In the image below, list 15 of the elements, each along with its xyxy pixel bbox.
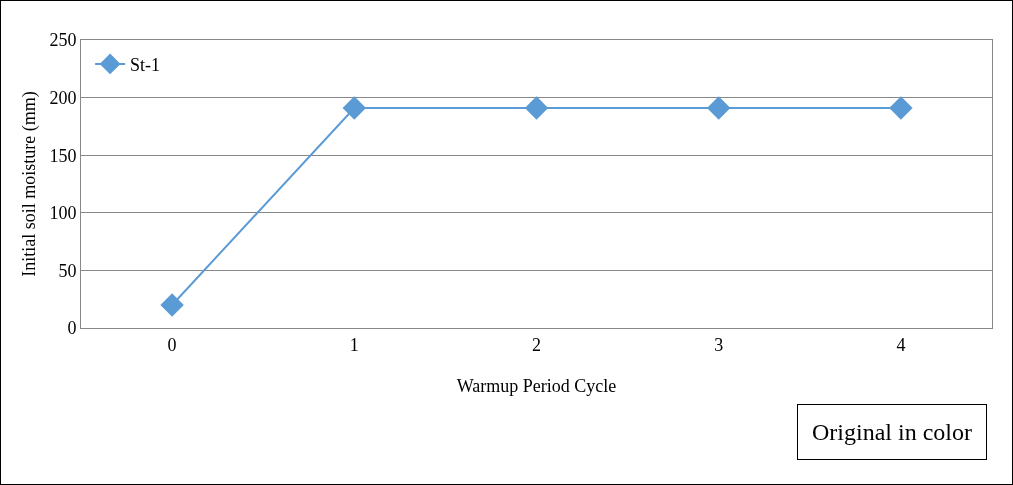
x-axis-title: Warmup Period Cycle bbox=[456, 376, 617, 396]
y-axis-title: Initial soil moisture (mm) bbox=[19, 91, 40, 277]
x-tick-label: 3 bbox=[714, 334, 724, 355]
y-tick-label: 150 bbox=[49, 145, 77, 166]
x-tick-label: 1 bbox=[349, 334, 359, 355]
x-tick-label: 4 bbox=[896, 334, 906, 355]
y-tick-label: 50 bbox=[58, 260, 77, 281]
legend-label: St-1 bbox=[130, 54, 161, 75]
text: Original in color bbox=[812, 419, 972, 445]
y-tick-label: 200 bbox=[49, 87, 77, 108]
y-tick-label: 250 bbox=[49, 30, 77, 51]
x-tick-label: 0 bbox=[167, 334, 177, 355]
x-tick-label: 2 bbox=[532, 334, 541, 355]
y-tick-label: 100 bbox=[49, 203, 77, 224]
y-tick-label: 0 bbox=[67, 318, 77, 339]
